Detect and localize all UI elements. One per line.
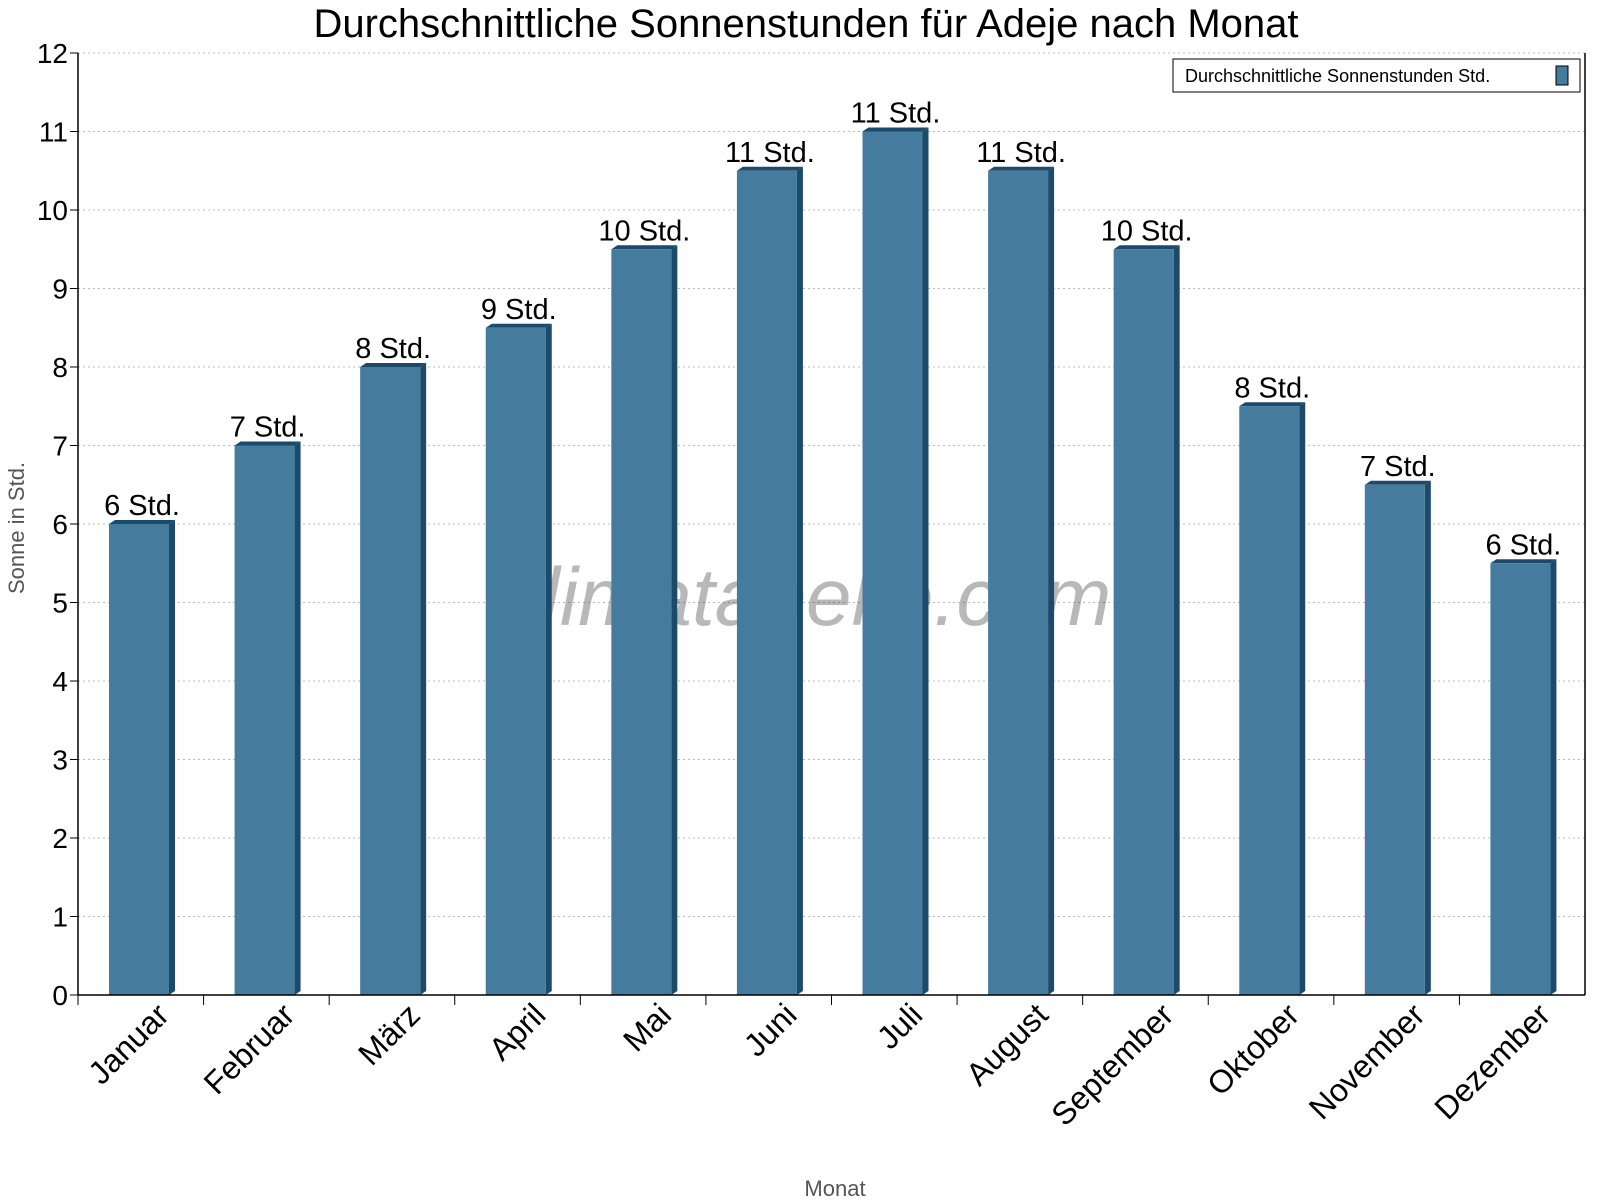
y-tick-label: 4 (52, 666, 68, 697)
bar (360, 367, 421, 995)
bar-top (736, 166, 803, 171)
bar-side (671, 245, 678, 995)
x-tick-label: November (1302, 996, 1432, 1126)
x-tick-label: März (351, 996, 427, 1072)
bar-top (1239, 402, 1306, 407)
data-label: 11 Std. (725, 137, 815, 169)
bar-top (360, 363, 427, 367)
bar-side (545, 323, 552, 995)
x-tick-label: Dezember (1427, 996, 1557, 1126)
x-tick-label: August (959, 996, 1055, 1092)
data-label: 8 Std. (1234, 372, 1310, 404)
y-tick-label: 8 (52, 352, 68, 383)
x-tick-label: Oktober (1200, 996, 1306, 1102)
x-tick-label: Februar (197, 996, 302, 1101)
bar-side (420, 363, 427, 995)
grid (78, 52, 1585, 917)
bar-side (294, 441, 301, 995)
bar-top (988, 166, 1055, 171)
legend-label: Durchschnittliche Sonnenstunden Std. (1185, 66, 1490, 86)
y-tick-label: 3 (52, 745, 68, 776)
bar-top (862, 127, 929, 132)
y-tick-label: 6 (52, 509, 68, 540)
bar-side (169, 520, 175, 995)
y-tick-label: 1 (52, 902, 68, 933)
bar-top (1490, 559, 1557, 564)
data-label: 11 Std. (976, 137, 1066, 169)
bar (611, 249, 672, 995)
data-label: 7 Std. (1360, 451, 1436, 483)
data-label: 10 Std. (1101, 215, 1193, 247)
bar (862, 131, 923, 995)
bar-side (796, 166, 803, 995)
y-tick-label: 0 (52, 980, 68, 1011)
bar-top (1113, 245, 1180, 250)
data-label: 11 Std. (851, 98, 941, 130)
bar-top (109, 520, 175, 524)
bar (988, 170, 1049, 995)
data-label: 6 Std. (1486, 529, 1562, 561)
y-tick-label: 2 (52, 823, 68, 854)
bar (1490, 563, 1551, 995)
x-tick-label: Juni (737, 996, 804, 1063)
y-tick-label: 7 (52, 431, 68, 462)
bar (1113, 249, 1174, 995)
legend-swatch (1555, 65, 1569, 86)
bar-side (1048, 166, 1055, 995)
bar (1239, 406, 1300, 995)
legend: Durchschnittliche Sonnenstunden Std. (1172, 58, 1581, 93)
bar (1364, 484, 1425, 995)
data-label: 7 Std. (230, 412, 306, 444)
bar-side (1424, 480, 1431, 995)
y-tick-label: 10 (37, 195, 68, 226)
bar-side (1299, 402, 1306, 995)
bar (234, 445, 295, 995)
bar-top (234, 441, 301, 446)
bar-top (1364, 480, 1431, 485)
x-tick-label: April (482, 996, 553, 1067)
y-tick-label: 5 (52, 588, 68, 619)
x-tick-label: Mai (616, 996, 678, 1058)
data-label: 6 Std. (104, 490, 180, 522)
y-tick-label: 11 (39, 117, 68, 148)
bar-side (922, 127, 929, 995)
bar-top (485, 323, 552, 328)
data-label: 10 Std. (598, 215, 690, 247)
y-tick-label: 12 (37, 38, 68, 69)
data-label: 8 Std. (355, 333, 431, 365)
chart-title: Durchschnittliche Sonnenstunden für Adej… (313, 2, 1298, 46)
x-tick-label: September (1044, 996, 1180, 1132)
y-tick-label: 9 (52, 274, 68, 305)
bar (109, 524, 169, 995)
bars: 6 Std. 7 Std. 8 Std. 9 Std. 10 Std. 11 Std. 11… (104, 98, 1562, 995)
x-tick-label: Januar (81, 996, 176, 1091)
data-label: 9 Std. (481, 294, 557, 326)
legend-box (1172, 58, 1581, 93)
bar (485, 327, 546, 995)
bar-side (1173, 245, 1180, 995)
x-axis-label: Monat (804, 1176, 865, 1200)
bar (736, 170, 797, 995)
bar-side (1550, 559, 1557, 995)
bar-top (611, 245, 678, 250)
x-tick-label: Juli (870, 996, 929, 1055)
y-axis-label: Sonne in Std. (4, 462, 29, 594)
